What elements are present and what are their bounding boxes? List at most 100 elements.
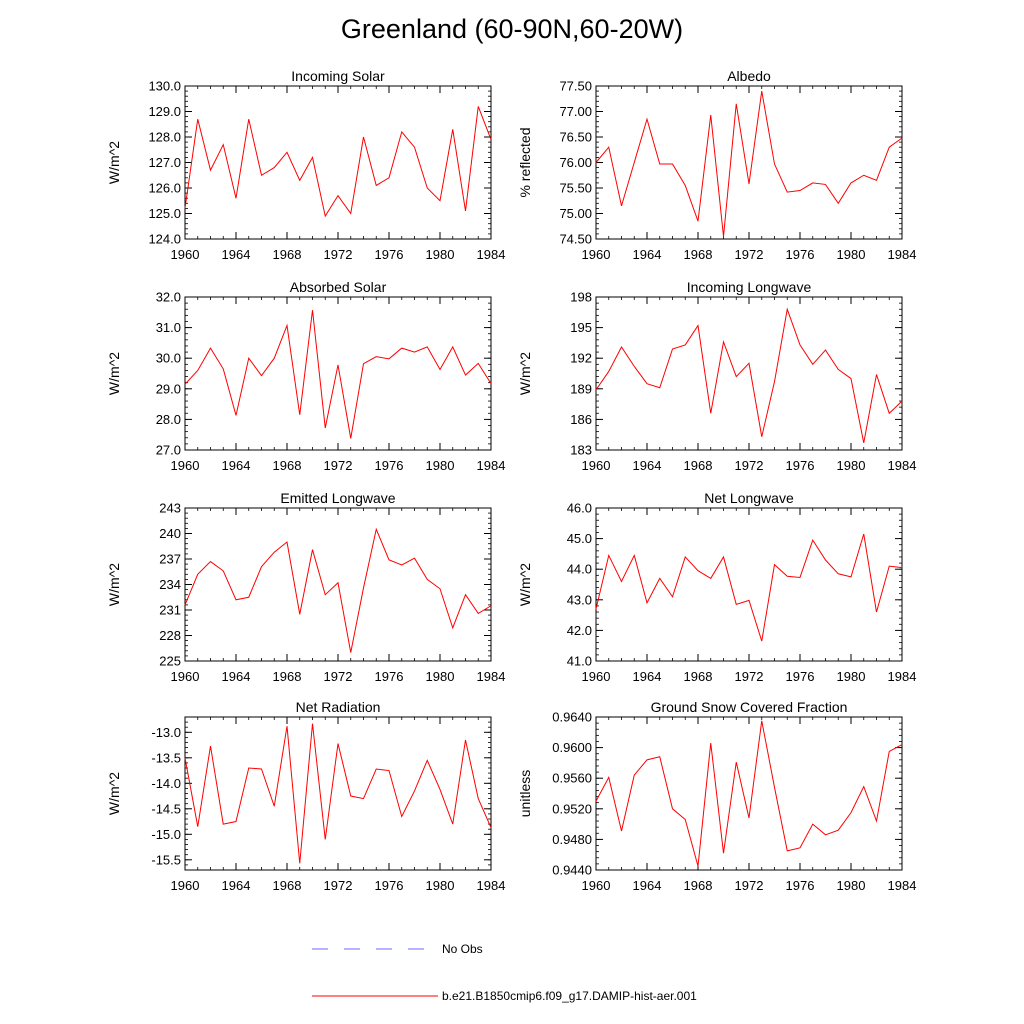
y-tick-label: 0.9560: [552, 771, 592, 786]
chart-panel: Ground Snow Covered Fraction unitless 1960…: [517, 699, 916, 893]
y-tick-label: 195: [570, 320, 592, 335]
x-tick-label: 1964: [222, 878, 251, 893]
legend-label: No Obs: [442, 942, 483, 956]
chart-panel: Emitted Longwave W/m^2 1960 1964 1968 1972 197…: [106, 490, 505, 684]
x-tick-label: 1984: [477, 878, 506, 893]
x-tick-label: 1984: [477, 458, 506, 473]
x-tick-label: 1980: [426, 458, 455, 473]
plot-frame: [184, 296, 492, 451]
y-tick-label: -13.5: [151, 750, 181, 765]
x-tick-label: 1976: [375, 247, 404, 262]
plot-frame: [595, 85, 903, 240]
y-tick-label: 75.50: [559, 181, 592, 196]
x-tick-label: 1960: [582, 458, 611, 473]
x-tick-label: 1968: [684, 247, 713, 262]
x-tick-label: 1972: [735, 247, 764, 262]
x-tick-label: 1980: [837, 878, 866, 893]
x-tick-label: 1972: [735, 458, 764, 473]
x-tick-label: 1964: [633, 247, 662, 262]
x-tick-label: 1980: [426, 247, 455, 262]
chart-panel: Net Radiation W/m^2 1960 1964 1968 1972 1976 19…: [106, 699, 505, 893]
y-tick-label: 125.0: [148, 206, 181, 221]
x-tick-label: 1964: [633, 669, 662, 684]
series-line: [595, 720, 903, 867]
y-tick-label: 77.50: [559, 79, 592, 94]
y-tick-label: 189: [570, 381, 592, 396]
x-tick-label: 1980: [837, 669, 866, 684]
x-tick-label: 1968: [273, 669, 302, 684]
chart-panel: Net Longwave W/m^2 1960 1964 1968 1972 1976 198…: [517, 490, 916, 684]
y-tick-label: 234: [159, 577, 181, 592]
x-tick-label: 1964: [222, 458, 251, 473]
y-tick-label: 130.0: [148, 79, 181, 94]
series-line: [184, 106, 492, 218]
y-tick-label: 186: [570, 412, 592, 427]
chart-panel: Incoming Solar W/m^2 1960 1964 1968 1972 1976 1…: [106, 68, 505, 262]
y-axis-label: W/m^2: [106, 772, 122, 815]
y-tick-label: 237: [159, 552, 181, 567]
x-tick-label: 1980: [426, 669, 455, 684]
plot-frame: [595, 296, 903, 451]
y-tick-label: 0.9520: [552, 801, 592, 816]
y-tick-label: 231: [159, 603, 181, 618]
x-tick-label: 1980: [837, 458, 866, 473]
y-tick-label: 228: [159, 628, 181, 643]
y-tick-label: 43.0: [567, 592, 592, 607]
x-tick-label: 1976: [375, 669, 404, 684]
x-tick-label: 1960: [171, 247, 200, 262]
y-axis-label: W/m^2: [106, 563, 122, 606]
x-tick-label: 1968: [684, 458, 713, 473]
x-tick-label: 1980: [837, 247, 866, 262]
y-tick-label: -15.0: [151, 827, 181, 842]
series-line: [184, 310, 492, 439]
chart-panel: Albedo % reflected 1960 1964 1968 1972 1976 198…: [517, 68, 916, 262]
y-tick-label: 126.0: [148, 181, 181, 196]
y-axis-label: W/m^2: [106, 352, 122, 395]
y-tick-label: 44.0: [567, 562, 592, 577]
panel-title: Incoming Solar: [291, 68, 385, 84]
x-tick-label: 1964: [222, 247, 251, 262]
y-tick-label: 198: [570, 290, 592, 305]
x-tick-label: 1984: [888, 669, 917, 684]
legend-item-model-run: b.e21.B1850cmip6.f09_g17.DAMIP-hist-aer.…: [312, 989, 697, 1003]
y-tick-label: 124.0: [148, 232, 181, 247]
y-tick-label: 183: [570, 443, 592, 458]
x-tick-label: 1984: [888, 458, 917, 473]
y-axis-label: W/m^2: [106, 141, 122, 184]
panel-title: Absorbed Solar: [290, 279, 387, 295]
y-tick-label: 41.0: [567, 654, 592, 669]
legend-swatch-solid: [312, 995, 438, 997]
y-tick-label: -14.0: [151, 776, 181, 791]
x-tick-label: 1960: [582, 669, 611, 684]
legend-label: b.e21.B1850cmip6.f09_g17.DAMIP-hist-aer.…: [442, 989, 697, 1003]
y-tick-label: -13.0: [151, 725, 181, 740]
x-tick-label: 1972: [324, 878, 353, 893]
series-line: [184, 527, 492, 653]
x-tick-label: 1972: [324, 458, 353, 473]
series-line: [595, 533, 903, 642]
y-tick-label: 32.0: [156, 290, 181, 305]
y-tick-label: 128.0: [148, 130, 181, 145]
x-tick-label: 1968: [273, 878, 302, 893]
panel-title: Emitted Longwave: [280, 490, 395, 506]
x-tick-label: 1972: [324, 669, 353, 684]
y-tick-label: 243: [159, 501, 181, 516]
legend-swatch-dashed: [312, 948, 438, 950]
x-tick-label: 1976: [786, 669, 815, 684]
y-tick-label: -14.5: [151, 801, 181, 816]
series-line: [595, 307, 903, 443]
x-tick-label: 1964: [633, 878, 662, 893]
y-tick-label: 225: [159, 654, 181, 669]
x-tick-label: 1976: [375, 878, 404, 893]
chart-panel: Incoming Longwave W/m^2 1960 1964 1968 1972 19…: [517, 279, 916, 473]
panel-title: Albedo: [727, 68, 771, 84]
y-axis-label: W/m^2: [517, 563, 533, 606]
y-tick-label: 192: [570, 351, 592, 366]
legend-item-no-obs: No Obs: [312, 942, 483, 956]
x-tick-label: 1976: [786, 247, 815, 262]
y-tick-label: -15.5: [151, 852, 181, 867]
chart-panel: Absorbed Solar W/m^2 1960 1964 1968 1972 1976 1…: [106, 279, 505, 473]
x-tick-label: 1960: [582, 247, 611, 262]
x-tick-label: 1980: [426, 878, 455, 893]
